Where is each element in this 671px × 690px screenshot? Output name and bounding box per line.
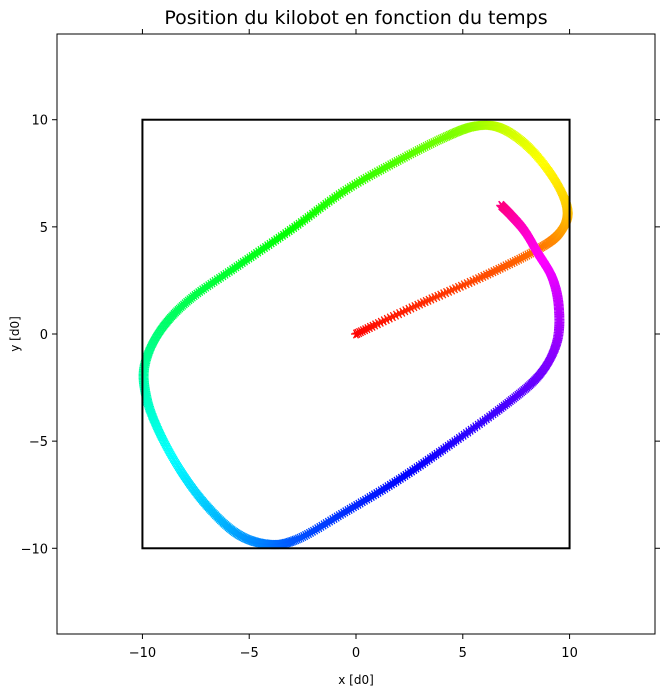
- x-tick-label: 5: [459, 646, 467, 661]
- y-tick-label: −5: [29, 435, 48, 450]
- y-axis-label: y [d0]: [8, 316, 22, 352]
- x-tick-label: −10: [129, 646, 156, 661]
- trajectory-point: [496, 200, 507, 211]
- trajectory-marks: [138, 120, 573, 550]
- y-tick-label: −10: [21, 542, 48, 557]
- axis-ticks: −10 −5 0 5 10 −10 −5 0 5 10: [21, 29, 660, 661]
- y-tick-label: 0: [40, 328, 48, 343]
- arena-boundary: [141, 118, 571, 550]
- chart-title: Position du kilobot en fonction du temps: [164, 7, 547, 29]
- y-tick-label: 10: [31, 114, 48, 129]
- y-tick-label: 5: [40, 221, 48, 236]
- x-tick-label: −5: [240, 646, 259, 661]
- x-tick-label: 10: [561, 646, 578, 661]
- x-axis-label: x [d0]: [338, 673, 374, 687]
- x-tick-label: 0: [352, 646, 360, 661]
